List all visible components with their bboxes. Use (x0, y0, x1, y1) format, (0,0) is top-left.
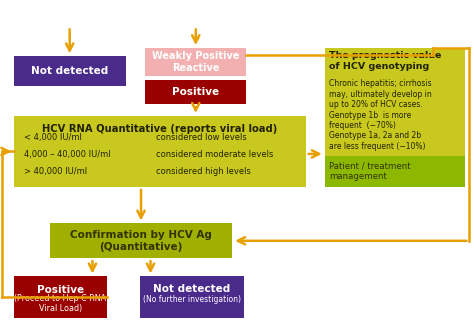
Text: Positive: Positive (172, 87, 219, 97)
Text: < 4,000 IU/ml: < 4,000 IU/ml (24, 133, 82, 142)
Text: Not detected: Not detected (154, 284, 230, 294)
Text: considered low levels: considered low levels (156, 133, 247, 142)
FancyBboxPatch shape (14, 276, 107, 318)
FancyBboxPatch shape (325, 48, 465, 187)
Text: HCV RNA Quantitative (reports viral load): HCV RNA Quantitative (reports viral load… (42, 124, 278, 134)
Text: Not detected: Not detected (31, 66, 109, 76)
Text: considered high levels: considered high levels (156, 167, 251, 176)
Text: (Proceed to Hep C RNA
Viral Load): (Proceed to Hep C RNA Viral Load) (14, 294, 107, 313)
Text: considered moderate levels: considered moderate levels (156, 150, 274, 159)
FancyBboxPatch shape (145, 48, 246, 76)
Text: The prognostic value
of HCV genotyping: The prognostic value of HCV genotyping (329, 51, 442, 71)
FancyBboxPatch shape (145, 80, 246, 104)
FancyBboxPatch shape (140, 276, 244, 318)
FancyBboxPatch shape (325, 156, 465, 187)
Text: (No further investigation): (No further investigation) (143, 295, 241, 304)
FancyBboxPatch shape (14, 116, 306, 187)
Text: > 40,000 IU/ml: > 40,000 IU/ml (24, 167, 87, 176)
Text: Positive: Positive (37, 285, 84, 295)
Text: Confirmation by HCV Ag
(Quantitative): Confirmation by HCV Ag (Quantitative) (70, 230, 212, 252)
Text: Weakly Positive
Reactive: Weakly Positive Reactive (152, 51, 239, 73)
Text: Chronic hepatitis; cirrhosis
may, ultimately develop in
up to 20% of HCV cases.
: Chronic hepatitis; cirrhosis may, ultima… (329, 79, 432, 151)
FancyBboxPatch shape (50, 223, 232, 258)
Text: Patient / treatment
management: Patient / treatment management (329, 162, 411, 181)
Text: 4,000 – 40,000 IU/ml: 4,000 – 40,000 IU/ml (24, 150, 110, 159)
FancyBboxPatch shape (14, 56, 126, 86)
